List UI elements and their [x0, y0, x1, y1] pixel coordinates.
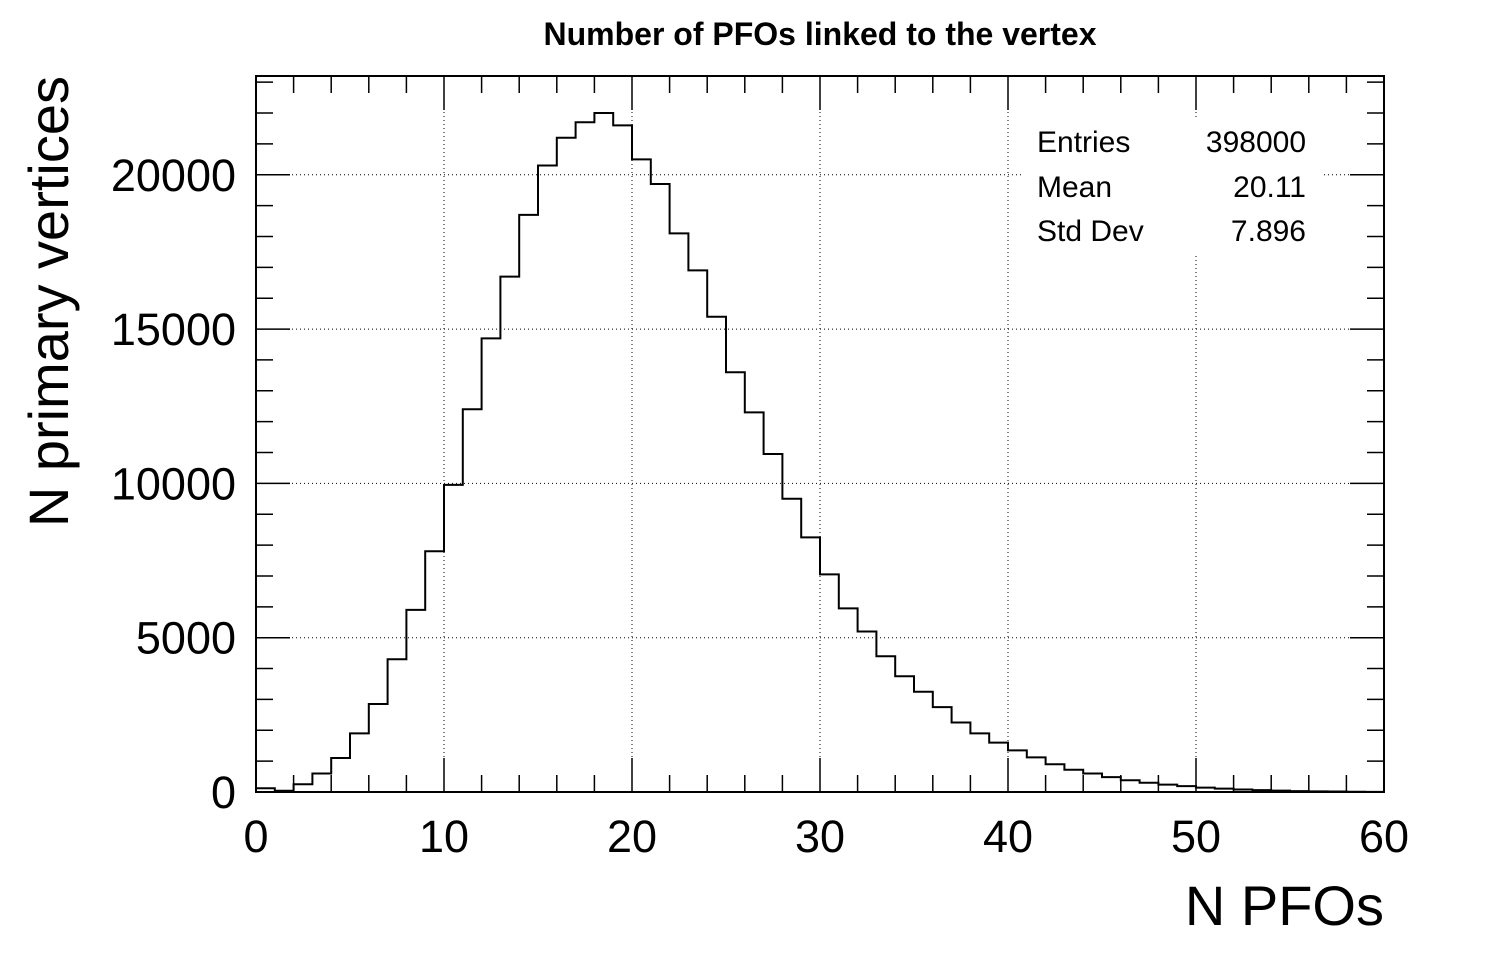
- x-tick-label: 20: [607, 811, 657, 862]
- stats-stddev-label: Std Dev: [1037, 215, 1144, 248]
- x-axis-title: N PFOs: [1185, 874, 1384, 937]
- y-tick-label: 15000: [111, 304, 236, 355]
- y-tick-label: 20000: [111, 150, 236, 201]
- stats-entries-value: 398000: [1206, 126, 1306, 159]
- stats-stddev-value: 7.896: [1231, 215, 1306, 248]
- x-tick-label: 40: [983, 811, 1033, 862]
- stats-box-background: [1024, 118, 1324, 254]
- axis-ticks: [255, 76, 1385, 793]
- stats-mean-label: Mean: [1037, 171, 1112, 204]
- chart-title: Number of PFOs linked to the vertex: [544, 16, 1097, 52]
- plot-frame: [255, 75, 1385, 793]
- x-tick-label: 60: [1359, 811, 1409, 862]
- y-axis-title: N primary vertices: [17, 76, 80, 527]
- stats-mean-value: 20.11: [1233, 171, 1306, 204]
- tick-labels: 0 10 20 30 40 50 60 0 5000 10000 15000 20000: [111, 150, 1409, 862]
- y-tick-label: 10000: [111, 458, 236, 509]
- stats-entries-label: Entries: [1037, 126, 1130, 159]
- x-tick-label: 50: [1171, 811, 1221, 862]
- y-tick-label: 0: [211, 767, 236, 818]
- y-tick-label: 5000: [136, 613, 236, 664]
- x-tick-label: 30: [795, 811, 845, 862]
- x-tick-label: 0: [243, 811, 268, 862]
- x-tick-label: 10: [419, 811, 469, 862]
- stats-box: Entries 398000 Mean 20.11 Std Dev 7.896: [1024, 118, 1324, 254]
- histogram-outline: [255, 112, 1384, 793]
